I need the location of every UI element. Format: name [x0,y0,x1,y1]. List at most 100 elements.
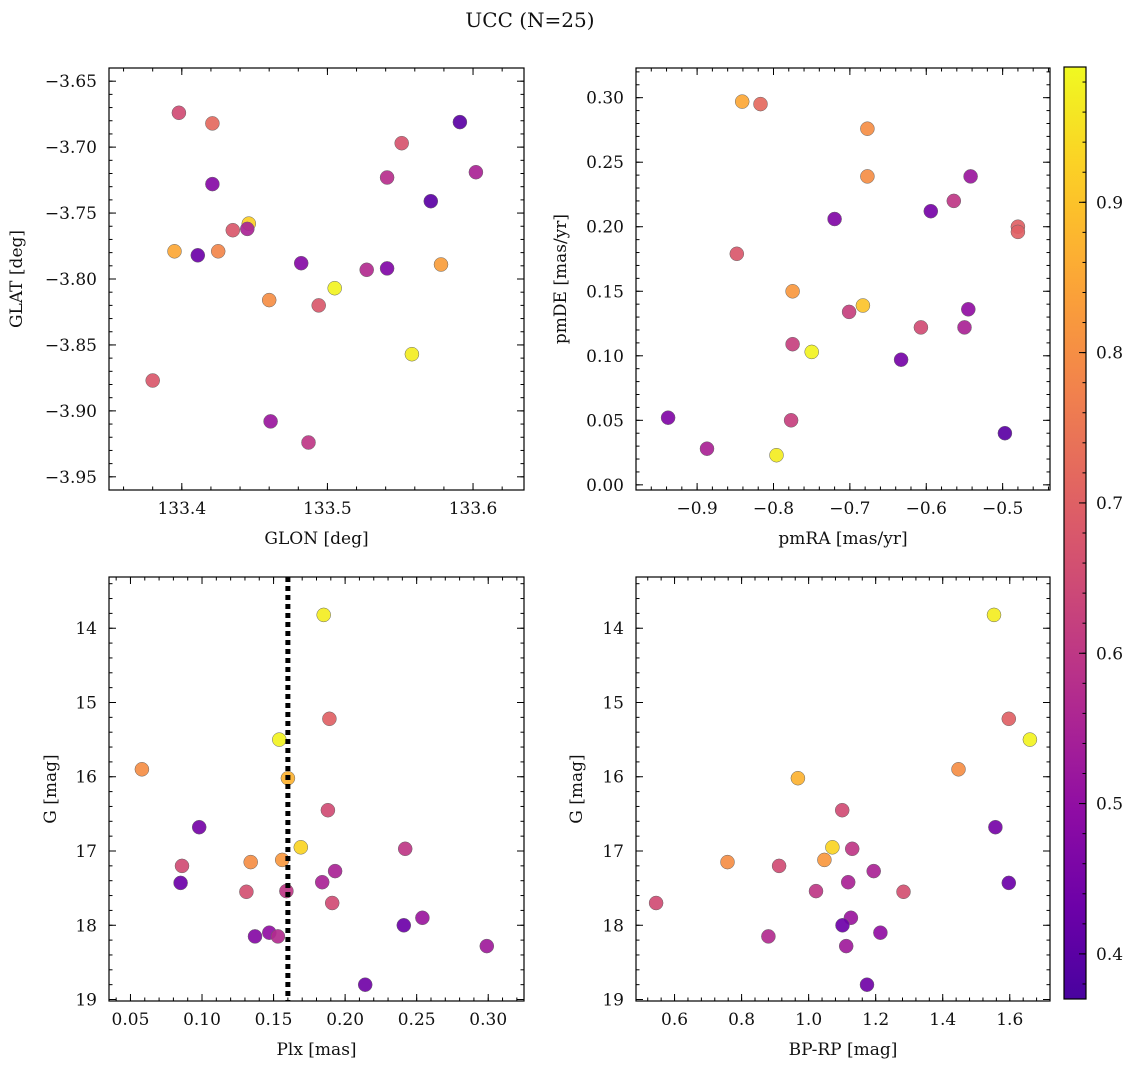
data-point [261,292,277,308]
colorbar-tick-label: 0.6 [1096,644,1123,664]
x-tick-label: 133.5 [303,499,352,519]
data-point [404,346,420,362]
y-tick-label: 0.25 [586,153,624,173]
panel-glon-glat: 133.4 133.5 133.6 −3.65 −3.70 −3.75 −3.80 −3.85… [7,67,525,549]
colorbar-tick-label: 0.9 [1096,193,1123,213]
data-point [379,170,395,185]
x-tick-label: −0.7 [829,499,870,519]
data-point [263,414,278,429]
scatter-points [660,94,1026,463]
data-point [479,938,495,954]
x-tick-label: 133.6 [449,499,498,519]
x-tick-label: 0.6 [661,1010,688,1030]
x-tick-label: 1.4 [929,1010,956,1030]
data-point [790,770,806,786]
x-tick-label: 0.15 [255,1010,293,1030]
data-point [1010,224,1026,240]
data-point [322,711,337,727]
axes-frame [635,576,1051,1002]
x-tick-label: 0.25 [398,1010,436,1030]
data-point [896,884,911,900]
data-point [783,413,799,428]
data-point [293,840,309,855]
axes-frame [108,67,525,491]
data-point [860,121,875,136]
data-point [827,211,842,227]
y-tick-label: 19 [75,991,97,1011]
data-point [817,852,832,868]
data-point [808,883,824,899]
data-point [951,762,966,777]
y-tick-label: 14 [75,619,97,639]
data-point [834,802,850,818]
y-tick-label: 17 [602,842,624,862]
y-tick-label: 16 [602,768,624,788]
data-point [394,135,409,151]
ticks [635,68,1050,490]
data-point [841,304,857,320]
x-tick-label: −0.6 [906,499,947,519]
x-tick-label: −0.5 [982,499,1023,519]
data-point [468,164,484,180]
y-tick-label: −3.95 [45,468,97,488]
suptitle: UCC (N=25) [465,8,594,32]
data-point [963,169,978,184]
data-point [134,762,150,777]
data-point [240,221,255,237]
data-point [145,373,160,388]
y-tick-label: −3.85 [45,336,97,356]
y-tick-label: −3.90 [45,402,97,422]
colorbar-tick-label: 0.4 [1096,945,1123,965]
data-point [311,298,326,313]
data-point [699,441,715,456]
data-point [397,841,413,857]
data-point [835,918,850,933]
data-point [167,244,182,259]
data-point [357,977,373,992]
data-point [873,925,888,940]
x-axis-label: BP-RP [mag] [789,1040,898,1060]
data-point [946,193,962,209]
axes-frame [635,67,1051,491]
data-point [423,193,439,209]
panel-plx-g: 0.05 0.10 0.15 0.20 0.25 0.30 14 15 16 17 18 19 Plx … [41,576,525,1060]
scatter-points [145,105,484,450]
data-point [327,280,342,296]
x-tick-label: −0.9 [676,499,717,519]
y-tick-label: −3.75 [45,204,97,224]
panel-bprp-g: 0.6 0.8 1.0 1.2 1.4 1.6 14 15 16 17 18 19 BP-RP [mag… [567,576,1051,1060]
y-tick-label: 0.10 [586,347,624,367]
data-point [210,244,226,259]
data-point [1001,711,1017,727]
data-point [855,298,871,313]
data-point [415,910,430,926]
data-point [923,203,939,219]
y-tick-label: 0.05 [586,411,624,431]
data-point [753,96,768,112]
panel-pmra-pmde: −0.9 −0.8 −0.7 −0.6 −0.5 0.00 0.05 0.10 0.15 0.20… [551,67,1051,549]
colorbar: 0.4 0.5 0.6 0.7 0.8 0.9 [1063,66,1123,1000]
data-point [433,257,449,272]
y-tick-label: 15 [602,693,624,713]
y-tick-label: 0.15 [586,282,624,302]
data-point [324,895,340,911]
x-axis-label: GLON [deg] [264,529,368,549]
data-point [771,858,787,874]
data-point [173,875,188,891]
colorbar-tick-label: 0.5 [1096,795,1123,815]
data-point [988,819,1003,835]
y-tick-label: −3.80 [45,270,97,290]
y-tick-label: −3.65 [45,72,97,92]
y-tick-label: 0.20 [586,218,624,238]
ticks [109,577,524,1001]
data-point [720,854,735,870]
data-point [913,320,929,335]
data-point [452,114,468,130]
data-point [314,874,330,890]
colorbar-gradient [1064,67,1086,999]
y-axis-label: G [mag] [41,754,61,823]
data-point [840,874,856,890]
data-point [171,105,187,121]
x-tick-label: −0.8 [753,499,794,519]
y-tick-label: 19 [602,991,624,1011]
